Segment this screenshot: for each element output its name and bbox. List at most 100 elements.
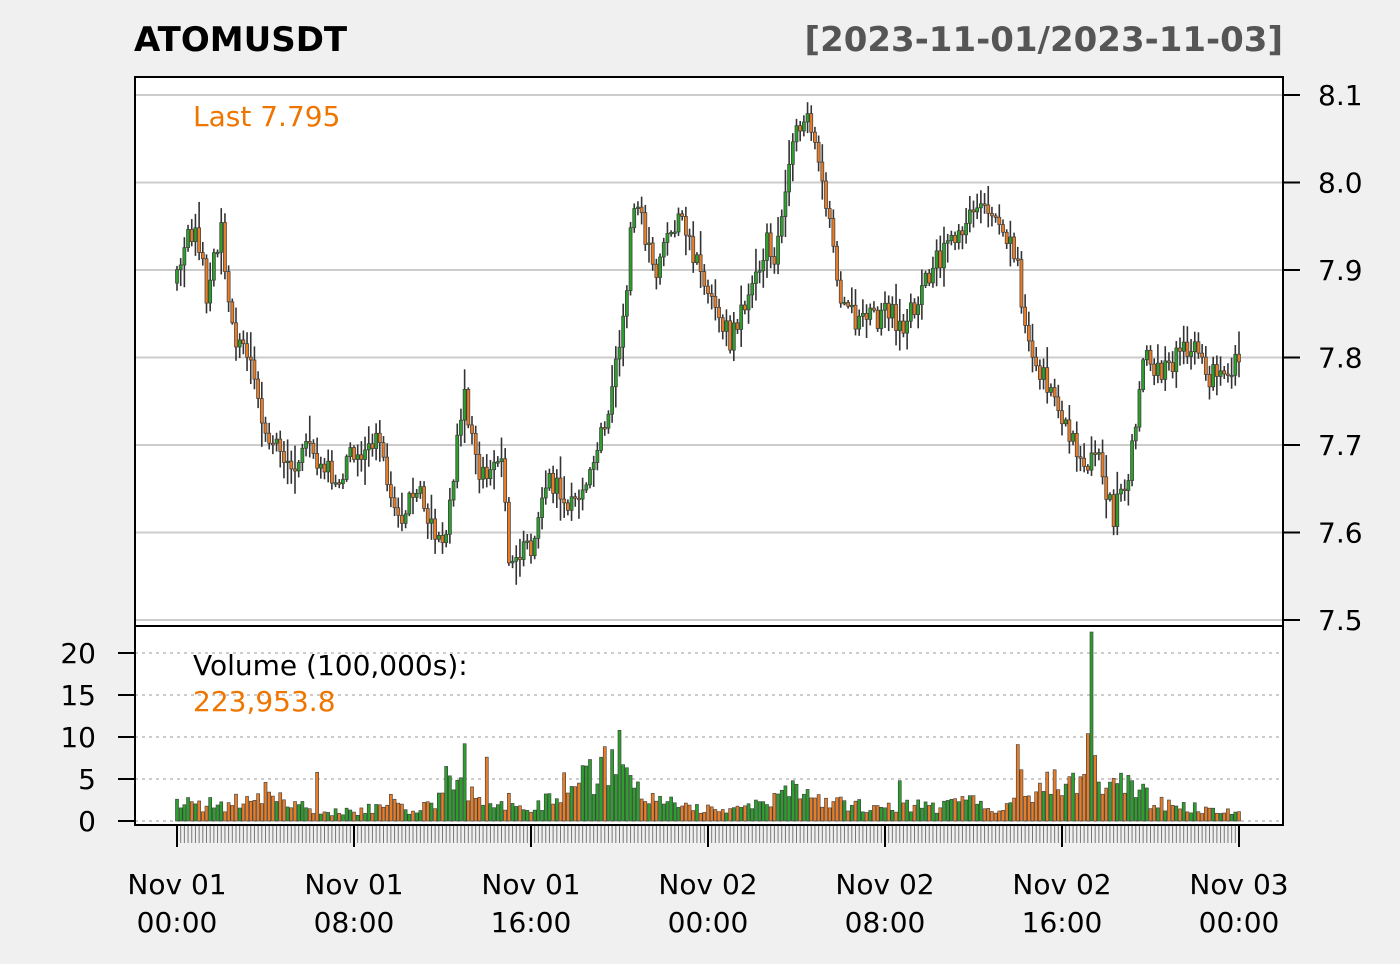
candle-down	[1148, 349, 1153, 365]
candle-down	[684, 216, 688, 236]
time-tick-label-date: Nov 01	[481, 868, 580, 901]
volume-bar	[949, 799, 954, 822]
volume-bar	[481, 804, 485, 822]
candle-up	[1063, 419, 1068, 425]
volume-axis: 0 5 10 15 20	[60, 637, 135, 838]
volume-bar	[673, 802, 677, 822]
candle-up	[219, 222, 224, 253]
volume-bar	[897, 780, 902, 822]
volume-bar	[1089, 631, 1094, 822]
volume-bar	[1027, 795, 1031, 822]
candle-down	[1004, 231, 1009, 244]
volume-bar	[1078, 776, 1083, 822]
candle-down	[953, 234, 957, 243]
candle-up	[636, 206, 640, 209]
volume-bar	[1097, 781, 1101, 822]
candle-down	[322, 463, 327, 473]
volume-bar	[599, 756, 603, 822]
candle-down	[234, 322, 238, 348]
candle-down	[226, 271, 231, 303]
volume-bar	[193, 803, 198, 822]
candle-up	[436, 535, 441, 540]
volume-bar	[1200, 813, 1204, 822]
candle-up	[182, 247, 187, 266]
candle-up	[975, 207, 980, 213]
volume-bar	[304, 807, 308, 822]
volume-bar	[1137, 789, 1142, 822]
candle-down	[263, 422, 268, 434]
volume-bar	[363, 813, 367, 822]
candle-down	[809, 113, 814, 133]
volume-bar	[661, 803, 666, 822]
candle-up	[1181, 341, 1186, 352]
volume-bar	[728, 808, 732, 822]
candle-up	[318, 463, 323, 469]
candle-down	[846, 302, 850, 307]
volume-bar	[514, 806, 519, 822]
candle-up	[658, 256, 662, 278]
candle-up	[333, 482, 338, 485]
candle-up	[525, 540, 530, 543]
candle-down	[835, 245, 839, 281]
volume-bar	[1063, 783, 1068, 822]
candle-down	[256, 378, 260, 399]
volume-bar	[293, 801, 297, 822]
volume-bar	[1071, 772, 1075, 822]
candle-down	[252, 359, 257, 380]
volume-bar	[256, 793, 260, 822]
volume-bar	[1207, 807, 1212, 822]
volume-bar	[1148, 808, 1153, 822]
volume-bar	[1222, 812, 1227, 822]
candle-down	[507, 501, 511, 564]
candle-down	[389, 484, 393, 499]
candle-down	[577, 497, 581, 501]
volume-bar	[223, 811, 227, 822]
volume-bar	[698, 812, 703, 822]
candle-up	[890, 304, 895, 319]
candle-down	[293, 468, 297, 472]
volume-bar	[861, 811, 865, 822]
volume-bar	[496, 804, 500, 822]
candle-down	[728, 320, 732, 351]
volume-bar	[956, 801, 961, 822]
candle-down	[717, 307, 721, 319]
volume-bar	[252, 800, 257, 822]
volume-bar	[945, 800, 950, 822]
candle-up	[429, 518, 434, 524]
volume-bar	[864, 812, 869, 822]
candle-down	[200, 252, 205, 260]
volume-tick-label: 20	[60, 637, 96, 670]
candle-down	[853, 304, 858, 330]
candle-down	[473, 432, 478, 455]
candle-down	[698, 254, 703, 272]
candle-up	[481, 466, 485, 480]
volume-panel: 0 5 10 15 20 Volume (100,000s): 223,953.8	[60, 625, 1284, 838]
volume-bar	[1218, 813, 1223, 822]
volume-bar	[1104, 787, 1109, 822]
candle-down	[1196, 341, 1201, 354]
candle-up	[739, 304, 744, 330]
chart-title: ATOMUSDT	[134, 20, 348, 60]
candle-up	[647, 242, 651, 245]
candle-down	[282, 451, 286, 463]
candle-down	[197, 227, 201, 253]
volume-bar	[1004, 803, 1009, 822]
volume-bar	[300, 801, 305, 822]
volume-bar	[584, 765, 589, 822]
candle-up	[414, 493, 419, 498]
volume-bar	[1211, 807, 1215, 822]
candle-up	[695, 254, 699, 264]
volume-bar	[591, 794, 596, 822]
candle-up	[790, 141, 795, 165]
volume-bar	[289, 807, 294, 822]
candle-up	[274, 438, 279, 444]
volume-bar	[680, 805, 684, 822]
volume-bar	[315, 771, 319, 822]
volume-bar	[772, 793, 777, 822]
candle-up	[746, 294, 751, 311]
volume-bar	[602, 746, 607, 822]
candle-down	[267, 432, 272, 444]
last-price-label: Last 7.795	[193, 100, 340, 133]
volume-bar	[241, 803, 246, 822]
candle-down	[816, 141, 821, 163]
